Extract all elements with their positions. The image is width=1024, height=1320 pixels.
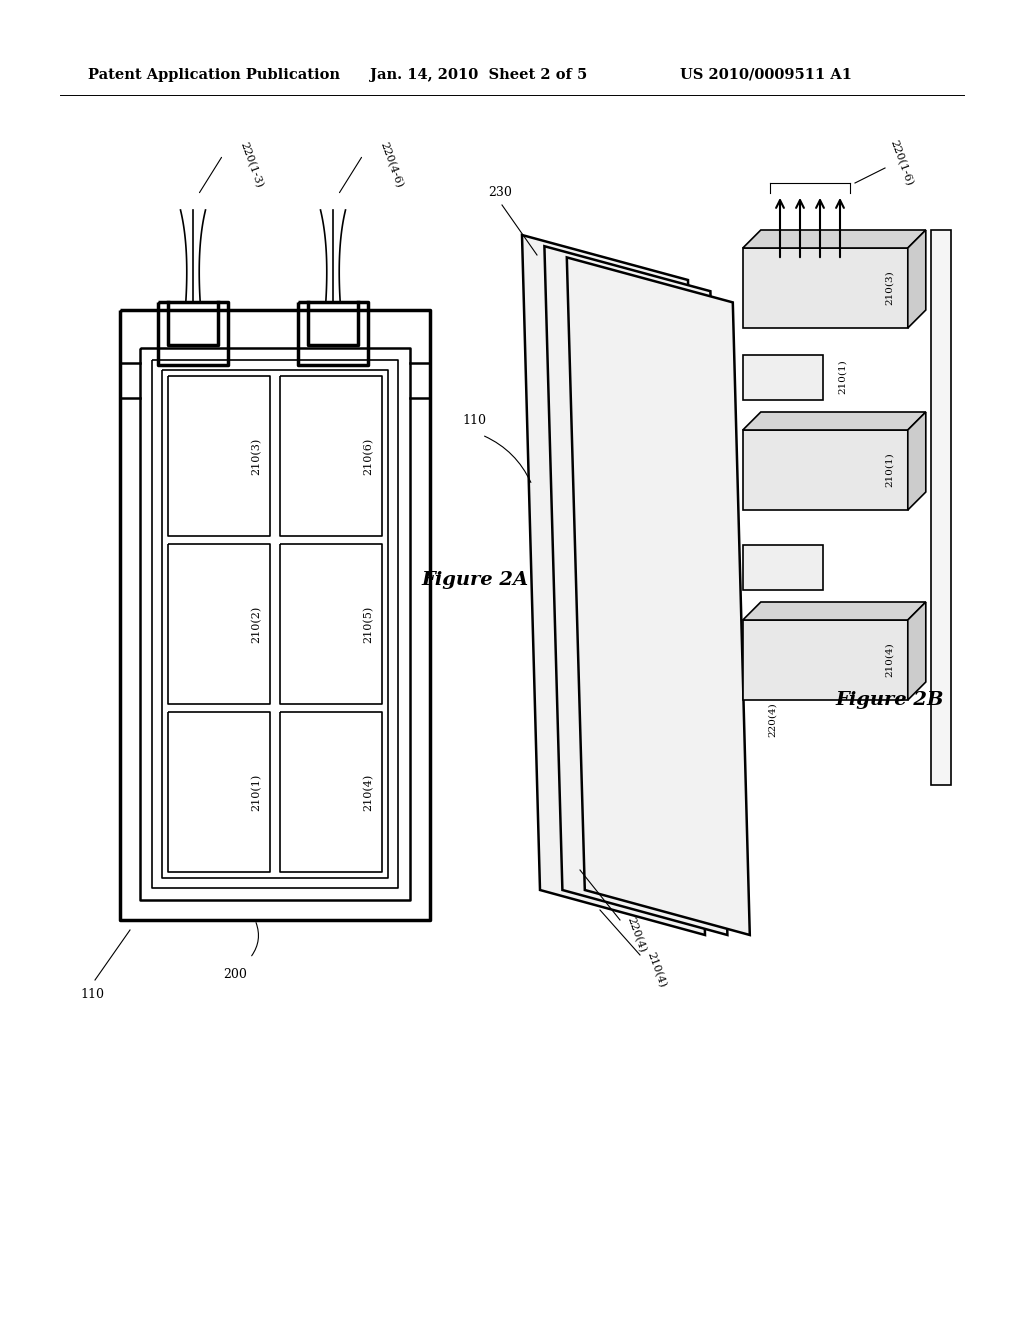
Polygon shape <box>545 247 727 935</box>
Text: 210(6): 210(6) <box>362 437 373 475</box>
Text: 210(3): 210(3) <box>251 437 261 475</box>
Polygon shape <box>908 412 926 510</box>
Text: 210(1): 210(1) <box>838 359 847 395</box>
Text: Figure 2B: Figure 2B <box>836 690 944 709</box>
Polygon shape <box>742 430 908 510</box>
Text: 220(1-6): 220(1-6) <box>888 139 914 187</box>
Polygon shape <box>522 235 705 935</box>
Polygon shape <box>931 230 951 785</box>
Text: 220(4-6): 220(4-6) <box>378 141 404 189</box>
Text: 110: 110 <box>80 989 104 1002</box>
Text: 210(2): 210(2) <box>251 606 261 643</box>
Polygon shape <box>742 355 823 400</box>
Polygon shape <box>742 620 908 700</box>
Text: 220(1-3): 220(1-3) <box>238 141 264 189</box>
Polygon shape <box>908 230 926 327</box>
Text: 210(1): 210(1) <box>251 774 261 810</box>
Text: US 2010/0009511 A1: US 2010/0009511 A1 <box>680 69 852 82</box>
Text: 220(4): 220(4) <box>768 702 777 738</box>
Text: 230: 230 <box>488 186 512 199</box>
Polygon shape <box>567 257 750 935</box>
Text: Jan. 14, 2010  Sheet 2 of 5: Jan. 14, 2010 Sheet 2 of 5 <box>370 69 587 82</box>
Text: Figure 2A: Figure 2A <box>422 572 528 589</box>
Text: 210(3): 210(3) <box>886 271 894 305</box>
Text: 200: 200 <box>223 969 247 982</box>
Polygon shape <box>742 412 926 430</box>
Polygon shape <box>742 230 926 248</box>
Text: 110: 110 <box>462 413 486 426</box>
Text: 210(1): 210(1) <box>886 453 894 487</box>
Text: 210(4): 210(4) <box>362 774 373 810</box>
Polygon shape <box>742 602 926 620</box>
Text: 210(5): 210(5) <box>362 606 373 643</box>
Polygon shape <box>742 248 908 327</box>
Polygon shape <box>742 545 823 590</box>
Text: 220(4): 220(4) <box>625 916 647 954</box>
Text: 210(4): 210(4) <box>645 950 668 989</box>
Text: 210(4): 210(4) <box>886 643 894 677</box>
Text: Patent Application Publication: Patent Application Publication <box>88 69 340 82</box>
Polygon shape <box>908 602 926 700</box>
